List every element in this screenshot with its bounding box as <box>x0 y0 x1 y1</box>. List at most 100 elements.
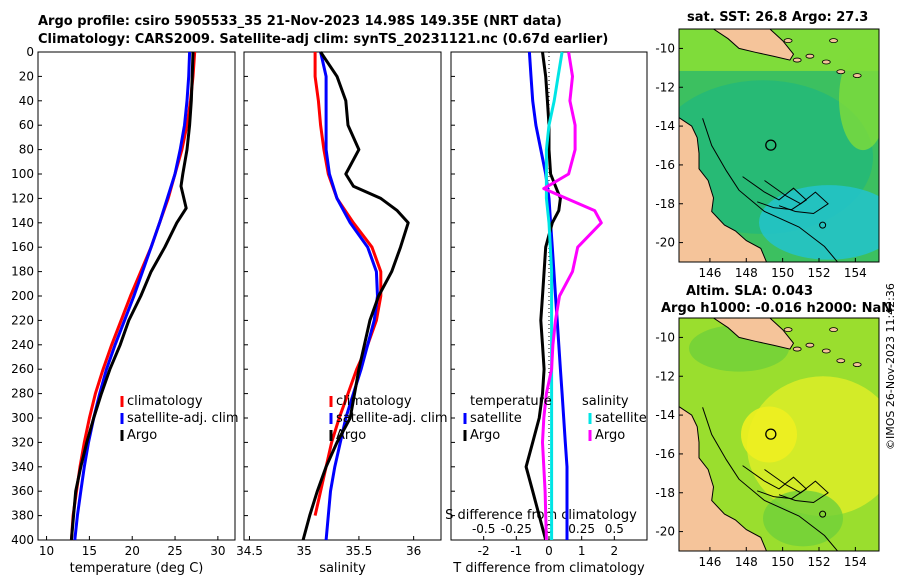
x-tick-label: 1 <box>578 544 586 558</box>
x-axis-label-top-salinity: S difference from climatology <box>445 508 637 523</box>
depth-tick-label: 120 <box>11 191 34 205</box>
island <box>829 38 838 44</box>
sla-low-patch <box>763 490 843 547</box>
map-y-tick-label: -10 <box>655 41 675 55</box>
main-title-line2: Climatology: CARS2009. Satellite-adj cli… <box>38 32 609 47</box>
island <box>805 53 815 59</box>
island <box>783 327 793 333</box>
legend-label: Argo <box>127 428 157 443</box>
x-tick-label: 25 <box>167 544 182 558</box>
depth-tick-label: 360 <box>11 484 34 498</box>
sst-east-patch <box>839 47 879 151</box>
map-frame-sla_map <box>678 317 880 552</box>
series-line-argo <box>69 51 195 541</box>
depth-tick-label: 380 <box>11 509 34 523</box>
map-x-tick-label: 148 <box>735 266 758 280</box>
reef-outline <box>742 465 808 500</box>
series-line-argo <box>301 51 410 541</box>
depth-tick-label: 260 <box>11 362 34 376</box>
series-line-climatology <box>313 52 383 516</box>
depth-contour <box>702 118 839 262</box>
x-tick-label: 15 <box>82 544 97 558</box>
map-y-tick-label: -10 <box>655 330 675 344</box>
depth-tick-label: 80 <box>19 143 34 157</box>
island <box>852 362 862 368</box>
depth-tick-label: 300 <box>11 411 34 425</box>
map-y-tick-label: -14 <box>655 119 675 133</box>
depth-tick-label: 240 <box>11 338 34 352</box>
legend-label: Argo <box>595 428 625 443</box>
series-line-s-satellite <box>544 51 564 540</box>
x-tick-label: 2 <box>611 544 619 558</box>
legend-label: satellite-adj. clim <box>336 411 448 426</box>
depth-tick-label: 180 <box>11 265 34 279</box>
island <box>821 348 831 354</box>
x-axis-label-temperature: temperature (deg C) <box>70 561 204 576</box>
reef-outline <box>764 469 829 504</box>
island <box>836 358 846 364</box>
x-tick-label-top: -0.5 <box>472 522 495 536</box>
map-group-sst_map <box>679 29 879 262</box>
reef-outline <box>742 176 808 211</box>
map-x-tick-label: 152 <box>808 555 831 569</box>
plot-axes-salinity <box>243 51 442 541</box>
map-y-tick-label: -12 <box>655 80 675 94</box>
map-frame-sst_map <box>678 28 880 263</box>
x-tick-label: 20 <box>125 544 140 558</box>
legend-heading-temperature: temperature <box>470 394 552 409</box>
island <box>805 342 815 348</box>
x-tick-label-top: 0.5 <box>605 522 624 536</box>
legend-label: satellite <box>470 411 522 426</box>
depth-tick-label: 320 <box>11 435 34 449</box>
x-tick-label: 34.5 <box>236 544 263 558</box>
island <box>836 69 846 75</box>
legend-label: Argo <box>470 428 500 443</box>
series-line-t-satellite <box>527 51 569 540</box>
legend-label: Argo <box>336 428 366 443</box>
depth-tick-label: 400 <box>11 533 34 547</box>
x-axis-label-differences: T difference from climatology <box>452 561 645 576</box>
x-tick-label: -1 <box>510 544 522 558</box>
map-y-tick-label: -14 <box>655 408 675 422</box>
island <box>852 73 862 78</box>
legend-label: climatology <box>336 394 412 409</box>
sla-map-title: Altim. SLA: 0.043 <box>686 284 813 299</box>
island <box>819 510 827 518</box>
x-tick-label: 30 <box>210 544 225 558</box>
x-tick-label: 0 <box>545 544 553 558</box>
map-y-tick-label: -18 <box>655 486 675 500</box>
x-axis-label-salinity: salinity <box>319 561 366 576</box>
island <box>783 38 793 44</box>
legend-label: satellite <box>595 411 647 426</box>
x-tick-label: 35 <box>297 544 312 558</box>
sst-cool-patch <box>759 185 879 260</box>
map-x-tick-label: 150 <box>771 266 794 280</box>
map-x-tick-label: 148 <box>735 555 758 569</box>
depth-contour <box>702 407 839 551</box>
map-y-tick-label: -12 <box>655 369 675 383</box>
x-tick-label: 36 <box>406 544 421 558</box>
map-y-tick-label: -20 <box>655 236 675 250</box>
island <box>821 59 831 65</box>
island <box>792 346 802 352</box>
island <box>792 57 802 63</box>
depth-tick-label: 140 <box>11 216 34 230</box>
series-line-satellite-adj-clim <box>73 51 192 541</box>
map-y-tick-label: -16 <box>655 447 675 461</box>
coastline-png <box>679 318 795 350</box>
legend-label: satellite-adj. clim <box>127 411 239 426</box>
map-x-tick-label: 154 <box>844 266 867 280</box>
map-y-tick-label: -20 <box>655 525 675 539</box>
x-tick-label-top: -0.25 <box>501 522 532 536</box>
x-tick-label-top: 0.25 <box>568 522 595 536</box>
map-group-sla_map <box>679 318 879 551</box>
depth-tick-label: 280 <box>11 387 34 401</box>
depth-tick-label: 40 <box>19 94 34 108</box>
plot-axes-temperature <box>37 51 236 541</box>
map-x-tick-label: 146 <box>698 555 721 569</box>
x-tick-label-top: 0 <box>545 522 553 536</box>
sla-high-patch <box>741 406 797 463</box>
main-title-line1: Argo profile: csiro 5905533_35 21-Nov-20… <box>38 14 562 29</box>
map-x-tick-label: 146 <box>698 266 721 280</box>
